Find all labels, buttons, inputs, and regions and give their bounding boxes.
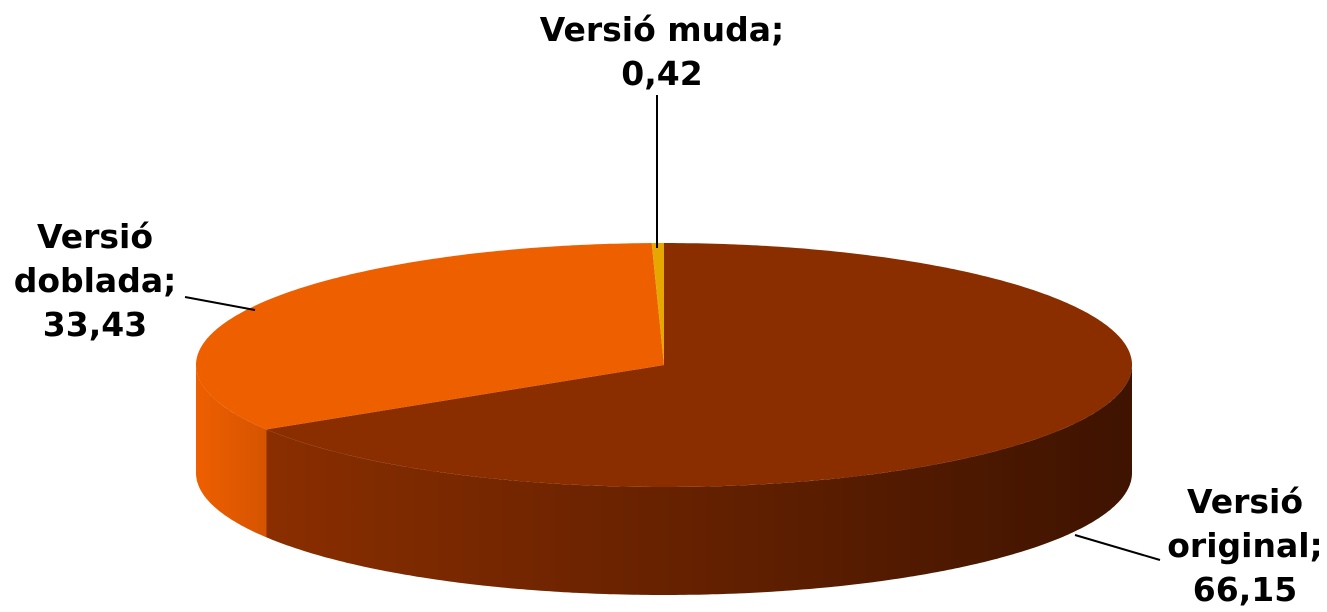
slice-sides — [196, 365, 1132, 595]
label-category: Versió original — [1167, 482, 1310, 565]
slice-side — [196, 365, 267, 538]
data-label: Versió muda; 0,42 — [462, 8, 862, 96]
label-category: Versió doblada — [13, 217, 164, 300]
label-separator: ; — [771, 10, 785, 49]
label-separator: ; — [163, 261, 177, 300]
leader-line — [1074, 534, 1161, 561]
label-value: 33,43 — [42, 305, 148, 344]
data-label: Versió original; 66,15 — [1145, 480, 1327, 612]
label-value: 0,42 — [621, 54, 703, 93]
data-label: Versió doblada; 33,43 — [0, 215, 195, 347]
label-value: 66,15 — [1192, 570, 1298, 609]
slice — [266, 243, 1132, 487]
leader-line — [184, 296, 256, 311]
label-separator: ; — [1309, 526, 1323, 565]
slice — [196, 243, 664, 430]
slice — [651, 243, 664, 365]
slice-side — [266, 365, 1132, 595]
label-category: Versió muda — [539, 10, 772, 49]
